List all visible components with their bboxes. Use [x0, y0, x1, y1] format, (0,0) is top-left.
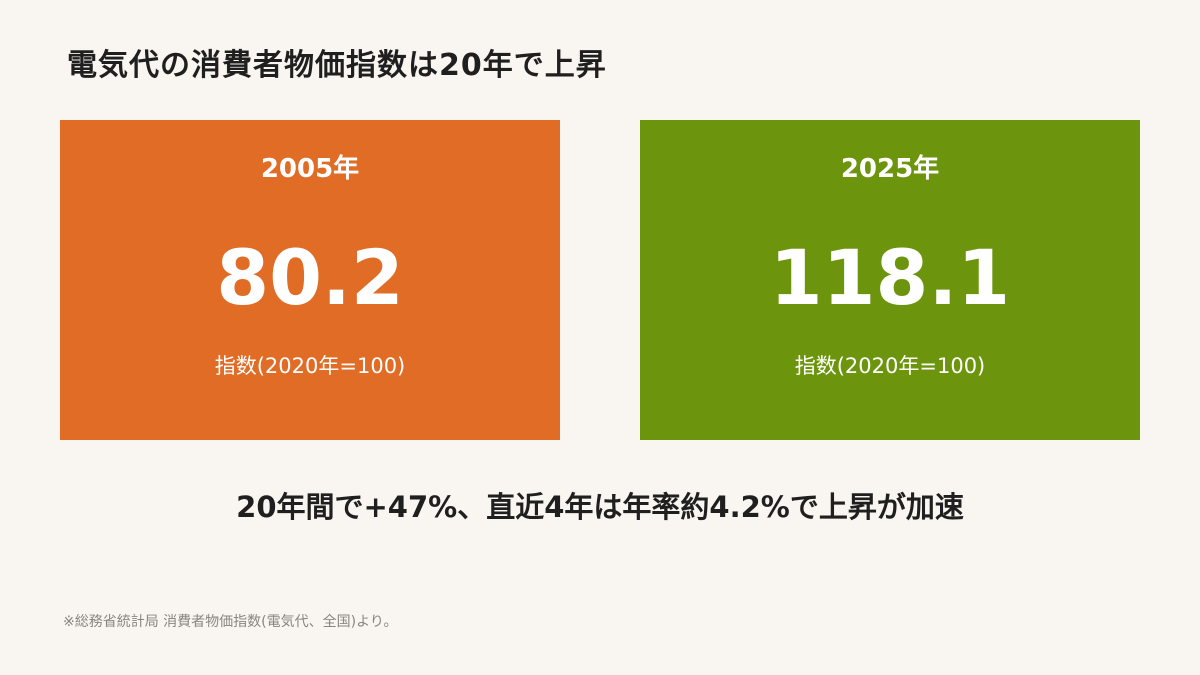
card-value: 118.1: [769, 233, 1011, 322]
card-2005: 2005年 80.2 指数(2020年=100): [60, 120, 560, 440]
card-year: 2025年: [840, 154, 940, 184]
page-title: 電気代の消費者物価指数は20年で上昇: [67, 48, 607, 83]
card-2025: 2025年 118.1 指数(2020年=100): [640, 120, 1140, 440]
card-unit: 指数(2020年=100): [214, 354, 406, 378]
source-note: ※総務省統計局 消費者物価指数(電気代、全国)より。: [63, 614, 398, 630]
card-unit: 指数(2020年=100): [794, 354, 986, 378]
card-year: 2005年: [260, 154, 360, 184]
card-value: 80.2: [216, 233, 404, 322]
summary-text: 20年間で+47%、直近4年は年率約4.2%で上昇が加速: [236, 490, 964, 524]
